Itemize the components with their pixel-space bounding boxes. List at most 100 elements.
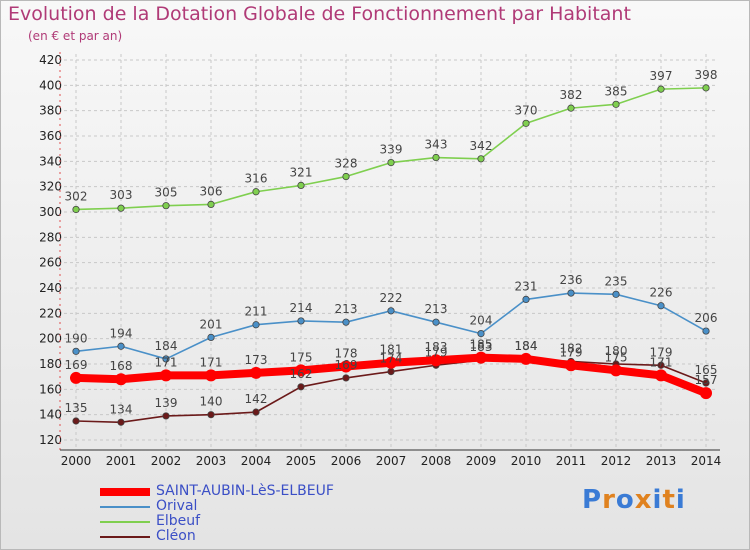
x-tick-label: 2011 <box>556 454 587 468</box>
data-label: 134 <box>110 402 133 416</box>
logo-letter: r <box>602 485 616 515</box>
data-point <box>117 342 125 350</box>
data-point <box>432 318 440 326</box>
data-label: 343 <box>425 138 448 152</box>
data-point <box>565 359 577 372</box>
y-tick-label: 180 <box>39 357 62 371</box>
data-point <box>430 354 442 367</box>
data-label: 370 <box>515 103 538 117</box>
data-point <box>657 302 665 310</box>
data-label: 183 <box>425 340 448 354</box>
data-label: 302 <box>65 189 88 203</box>
x-tick-label: 2004 <box>241 454 272 468</box>
legend-swatch <box>100 521 150 523</box>
x-tick-label: 2005 <box>286 454 317 468</box>
data-point <box>612 100 620 108</box>
data-label: 179 <box>560 345 583 359</box>
data-label: 305 <box>155 186 178 200</box>
data-point <box>207 411 215 419</box>
data-label: 142 <box>245 392 268 406</box>
data-point <box>657 85 665 93</box>
data-label: 157 <box>695 373 718 387</box>
data-label: 175 <box>290 350 313 364</box>
logo-letter: i <box>652 485 663 515</box>
data-label: 173 <box>245 353 268 367</box>
data-point <box>117 204 125 212</box>
data-point <box>700 387 712 400</box>
data-label: 171 <box>650 355 673 369</box>
data-point <box>342 374 350 382</box>
data-point <box>477 155 485 163</box>
data-point <box>567 104 575 112</box>
x-tick-label: 2002 <box>151 454 182 468</box>
x-tick-label: 2006 <box>331 454 362 468</box>
data-label: 169 <box>335 358 358 372</box>
data-point <box>72 205 80 214</box>
y-tick-label: 400 <box>39 78 62 92</box>
data-point <box>252 408 260 416</box>
data-point <box>297 317 305 325</box>
y-tick-label: 120 <box>39 433 62 447</box>
data-point <box>72 417 80 425</box>
data-point <box>702 327 710 335</box>
data-label: 168 <box>110 359 133 373</box>
x-tick-label: 2003 <box>196 454 227 468</box>
data-point <box>70 371 82 384</box>
data-point <box>702 379 710 387</box>
data-label: 397 <box>650 69 673 83</box>
data-point <box>522 295 530 303</box>
x-tick-label: 2013 <box>646 454 677 468</box>
data-label: 171 <box>200 355 223 369</box>
data-label: 385 <box>605 84 628 98</box>
x-tick-label: 2001 <box>106 454 137 468</box>
data-point <box>72 347 80 355</box>
x-tick-label: 2009 <box>466 454 497 468</box>
data-label: 184 <box>515 339 538 353</box>
data-point <box>162 202 170 210</box>
y-tick-label: 340 <box>39 154 62 168</box>
data-point <box>520 352 532 365</box>
logo-letter: t <box>662 485 676 515</box>
legend-swatch <box>100 506 150 508</box>
proxiti-logo: Proxiti <box>582 485 686 515</box>
data-label: 213 <box>425 302 448 316</box>
data-label: 184 <box>155 339 178 353</box>
data-label: 236 <box>560 273 583 287</box>
y-tick-label: 280 <box>39 230 62 244</box>
data-point <box>115 373 127 386</box>
data-point <box>252 321 260 329</box>
data-point <box>342 318 350 326</box>
data-label: 316 <box>245 172 268 186</box>
data-point <box>612 290 620 298</box>
data-point <box>207 200 215 208</box>
y-tick-label: 240 <box>39 281 62 295</box>
data-label: 184 <box>515 339 538 353</box>
data-point <box>702 84 710 92</box>
data-label: 339 <box>380 143 403 157</box>
data-point <box>297 383 305 391</box>
chart-title: Evolution de la Dotation Globale de Fonc… <box>8 3 631 25</box>
logo-letter: i <box>675 485 686 515</box>
data-label: 178 <box>335 347 358 361</box>
y-tick-label: 380 <box>39 104 62 118</box>
data-label: 201 <box>200 317 223 331</box>
data-point <box>567 289 575 297</box>
data-label: 174 <box>380 352 403 366</box>
data-label: 194 <box>110 326 133 340</box>
data-label: 231 <box>515 279 538 293</box>
data-label: 169 <box>65 358 88 372</box>
logo-letter: P <box>582 485 603 515</box>
data-label: 214 <box>290 301 313 315</box>
legend-swatch <box>100 488 150 496</box>
data-label: 140 <box>200 395 223 409</box>
data-point <box>657 361 665 369</box>
data-point <box>250 366 262 379</box>
data-label: 398 <box>695 68 718 82</box>
data-point <box>387 307 395 315</box>
x-tick-label: 2010 <box>511 454 542 468</box>
legend-label: Elbeuf <box>156 513 201 529</box>
logo-letter: o <box>615 485 635 515</box>
y-tick-label: 300 <box>39 205 62 219</box>
y-tick-label: 220 <box>39 306 62 320</box>
